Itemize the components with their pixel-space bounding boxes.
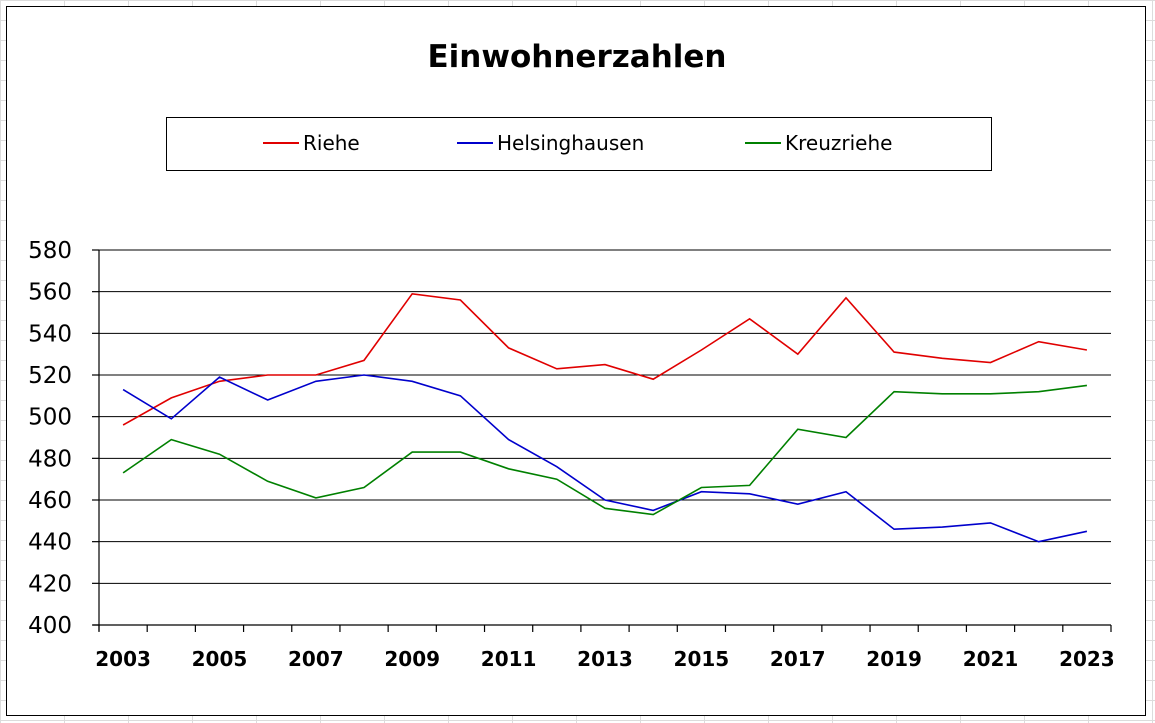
legend-swatch-helsinghausen bbox=[457, 142, 493, 144]
legend-item-riehe: Riehe bbox=[263, 130, 360, 156]
x-tick-label-2009: 2009 bbox=[384, 647, 440, 671]
y-tick-label-420: 420 bbox=[28, 571, 72, 597]
x-tick-label-2005: 2005 bbox=[192, 647, 248, 671]
y-tick-label-540: 540 bbox=[28, 321, 72, 347]
y-tick-label-480: 480 bbox=[28, 446, 72, 472]
legend-label-kreuzriehe: Kreuzriehe bbox=[785, 131, 893, 155]
legend-item-helsinghausen: Helsinghausen bbox=[457, 130, 644, 156]
x-tick-label-2015: 2015 bbox=[674, 647, 730, 671]
x-tick-label-2003: 2003 bbox=[95, 647, 151, 671]
legend-label-riehe: Riehe bbox=[303, 131, 360, 155]
x-tick-label-2007: 2007 bbox=[288, 647, 344, 671]
legend-swatch-kreuzriehe bbox=[745, 142, 781, 144]
y-tick-label-400: 400 bbox=[28, 613, 72, 639]
chart-area[interactable]: Einwohnerzahlen Riehe Helsinghausen Kreu… bbox=[6, 6, 1146, 716]
series-line-riehe[interactable] bbox=[122, 292, 1088, 426]
y-tick-label-500: 500 bbox=[28, 405, 72, 431]
x-tick-label-2011: 2011 bbox=[481, 647, 537, 671]
series-line-kreuzriehe[interactable] bbox=[122, 384, 1088, 516]
y-tick-label-520: 520 bbox=[28, 363, 72, 389]
legend-swatch-riehe bbox=[263, 142, 299, 144]
chart-legend[interactable]: Riehe Helsinghausen Kreuzriehe bbox=[166, 117, 992, 171]
x-tick-label-2023: 2023 bbox=[1059, 647, 1115, 671]
series-line-helsinghausen[interactable] bbox=[122, 374, 1088, 543]
legend-label-helsinghausen: Helsinghausen bbox=[497, 131, 645, 155]
y-tick-label-440: 440 bbox=[28, 530, 72, 556]
x-tick-label-2019: 2019 bbox=[866, 647, 922, 671]
x-tick-label-2021: 2021 bbox=[963, 647, 1019, 671]
y-tick-label-560: 560 bbox=[28, 280, 72, 306]
y-tick-label-580: 580 bbox=[28, 238, 72, 264]
chart-title: Einwohnerzahlen bbox=[427, 39, 727, 75]
legend-item-kreuzriehe: Kreuzriehe bbox=[745, 130, 892, 156]
x-tick-label-2017: 2017 bbox=[770, 647, 826, 671]
x-tick-label-2013: 2013 bbox=[577, 647, 633, 671]
y-tick-label-460: 460 bbox=[28, 488, 72, 514]
